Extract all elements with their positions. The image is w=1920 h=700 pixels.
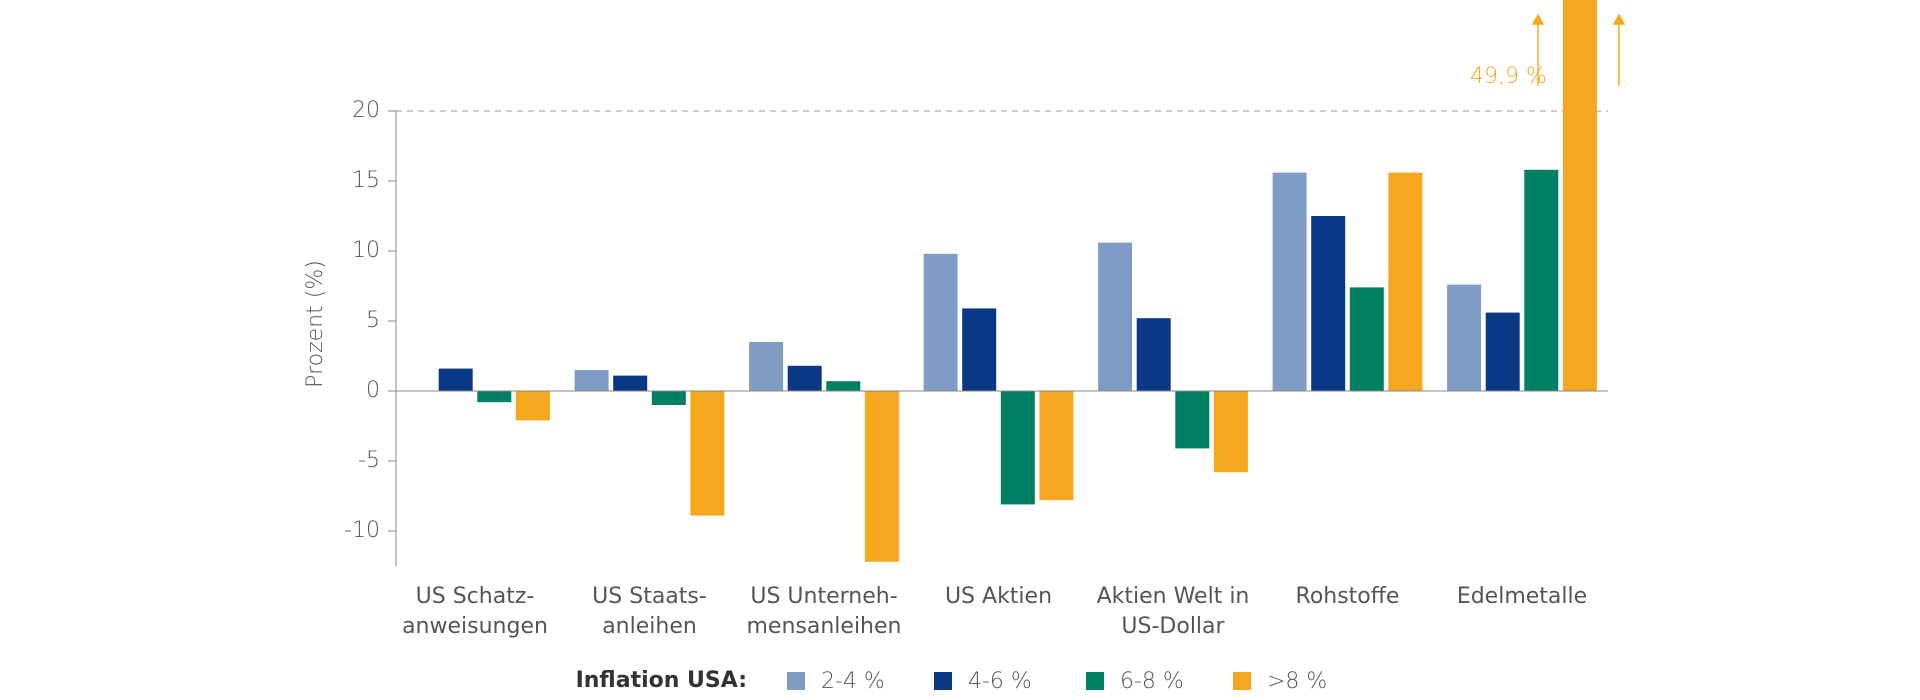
y-tick-label: 10 [352, 238, 380, 263]
bar [1039, 391, 1074, 501]
x-tick-label: Rohstoffe [1295, 584, 1400, 609]
bar [1175, 391, 1210, 449]
overflow-arrows [1531, 13, 1626, 86]
bar [613, 375, 648, 391]
y-tick-label: 15 [352, 168, 380, 193]
x-tick-label: Edelmetalle [1456, 584, 1588, 609]
y-tick-label: 0 [366, 378, 380, 403]
bar [1272, 172, 1307, 391]
bar [962, 308, 997, 391]
bars [438, 0, 1597, 562]
bar [438, 368, 473, 391]
bar [477, 391, 512, 403]
bar [1447, 284, 1482, 391]
legend-swatch [934, 672, 952, 690]
value-label: 49,9 % [1470, 64, 1547, 89]
legend-title: Inflation USA: [576, 668, 747, 693]
y-axis-label: Prozent (%) [303, 260, 328, 388]
legend-swatch [1233, 672, 1251, 690]
bar [1000, 391, 1035, 505]
bar [787, 365, 822, 391]
x-tick-label: US Schatz- anweisungen [402, 584, 548, 639]
bar [1213, 391, 1248, 473]
bar [651, 391, 686, 405]
bar [690, 391, 725, 516]
legend-label: >8 % [1267, 669, 1327, 694]
x-tick-label: US Aktien [944, 584, 1053, 609]
bar [749, 342, 784, 391]
bar [1388, 172, 1423, 391]
legend-label: 6-8 % [1120, 669, 1184, 694]
x-tick-label: US Unterneh- mensanleihen [746, 584, 902, 639]
legend-label: 4-6 % [968, 669, 1032, 694]
bar [1524, 169, 1559, 391]
bar [1098, 242, 1133, 391]
x-tick-label: US Staats- anleihen [592, 584, 707, 639]
legend-label: 2-4 % [821, 669, 885, 694]
bar [1562, 0, 1597, 391]
bar [923, 253, 958, 391]
bar [1485, 312, 1520, 391]
bar [1349, 287, 1384, 391]
bar [864, 391, 899, 562]
y-tick-label: -5 [358, 448, 380, 473]
y-tick-label: 5 [366, 308, 380, 333]
bar [1311, 216, 1346, 391]
y-tick-label: 20 [352, 98, 380, 123]
bar [515, 391, 550, 421]
x-tick-label: Aktien Welt in US-Dollar [1096, 584, 1250, 639]
bar [574, 370, 609, 391]
bar [826, 381, 861, 391]
legend-swatch [787, 672, 805, 690]
legend-swatch [1086, 672, 1104, 690]
y-tick-label: -10 [344, 518, 380, 543]
bar [1136, 318, 1171, 391]
